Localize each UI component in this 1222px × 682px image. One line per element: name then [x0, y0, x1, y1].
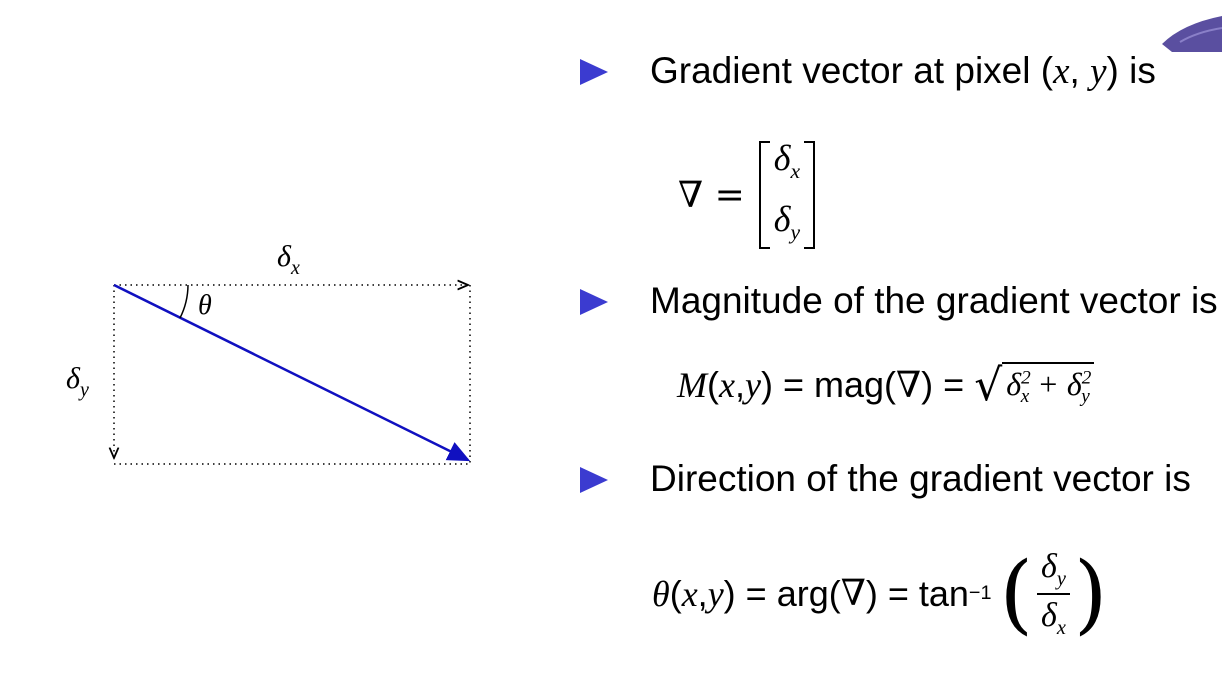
- bullet-marker: [580, 467, 608, 493]
- gradient-equation: ∇ = δx δy: [678, 134, 816, 256]
- gradient-vector: [113, 283, 471, 462]
- label-dx: δx: [277, 240, 300, 279]
- bullet-marker: [580, 289, 608, 315]
- sqrt-expression: √ δ2x + δ2y: [974, 362, 1094, 408]
- bullet-text: Direction of the gradient vector is: [650, 458, 1191, 499]
- gradient-diagram: δx δy θ: [66, 240, 471, 465]
- angle-arc: [179, 284, 189, 319]
- gradient-matrix: δx δy: [758, 134, 816, 256]
- label-dy: δy: [66, 362, 89, 401]
- logo-fragment: [1162, 16, 1222, 52]
- bullet-text: Magnitude of the gradient vector is: [650, 280, 1218, 321]
- bullet-text: Gradient vector at pixel (x, y) is: [650, 50, 1156, 92]
- label-theta: θ: [198, 290, 212, 321]
- bullet-marker: [580, 59, 608, 85]
- direction-equation: θ(x, y) = arg(∇) = tan −1 ( δy δx ): [652, 543, 1108, 644]
- direction-fraction: δy δx: [1037, 548, 1070, 640]
- magnitude-equation: M(x, y) = mag(∇) = √ δ2x + δ2y: [677, 362, 1094, 408]
